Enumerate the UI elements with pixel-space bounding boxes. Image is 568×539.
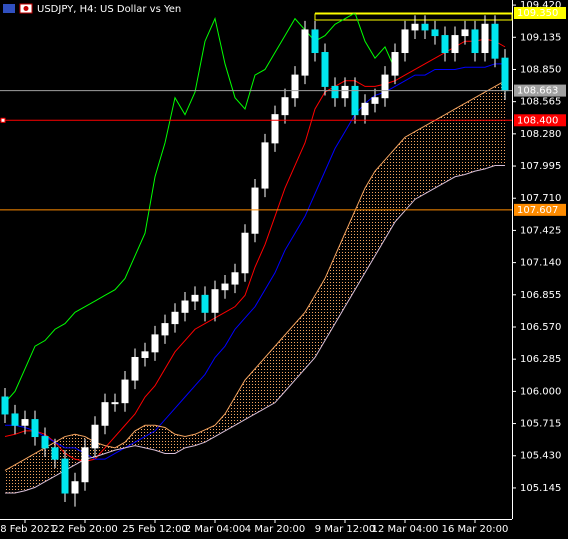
candle-body [271, 114, 279, 144]
y-tick-label: 109.420 [520, 0, 561, 11]
candle-body [211, 289, 219, 313]
candle-body [471, 29, 479, 54]
candle-body [41, 436, 49, 449]
candle-body [141, 351, 149, 358]
candle-body [31, 419, 39, 438]
candle-body [301, 29, 309, 76]
candle-body [311, 29, 319, 54]
candle-body [411, 23, 419, 31]
price-label: 109.350 [517, 8, 558, 19]
x-tick-label: 4 Mar 20:00 [245, 524, 305, 535]
candle-body [321, 52, 329, 87]
candle-body [451, 35, 459, 54]
price-label: 108.663 [517, 86, 558, 97]
candle-body [61, 458, 69, 494]
y-tick-label: 107.140 [520, 258, 561, 269]
candle-body [171, 311, 179, 325]
candle-body [381, 74, 389, 99]
x-tick-label: 16 Mar 20:00 [442, 524, 509, 535]
symbol-icon [3, 3, 33, 14]
price-label: 108.400 [517, 115, 558, 126]
y-tick-label: 109.135 [520, 32, 561, 43]
candle-body [261, 142, 269, 189]
y-tick-label: 105.430 [520, 451, 561, 462]
x-tick-label: 2 Mar 04:00 [185, 524, 245, 535]
candle-body [181, 300, 189, 313]
chart-title: USDJPY, H4: US Dollar vs Yen [37, 4, 181, 15]
candle-body [401, 29, 409, 54]
candle-body [201, 294, 209, 313]
rectangle-object [314, 13, 513, 21]
candle-body [1, 396, 9, 415]
candle-body [291, 74, 299, 99]
x-tick-label: 12 Mar 04:00 [372, 524, 439, 535]
y-tick-label: 108.565 [520, 97, 561, 108]
cloud-fill [5, 80, 505, 494]
y-tick-label: 106.570 [520, 322, 561, 333]
price-label-box [514, 6, 566, 19]
x-tick-label: 25 Feb 12:00 [122, 524, 188, 535]
y-tick-label: 107.425 [520, 225, 561, 236]
candle-body [241, 232, 249, 274]
candle-body [91, 424, 99, 449]
candle-body [11, 413, 19, 426]
y-tick-label: 106.285 [520, 354, 561, 365]
candle-body [371, 97, 379, 104]
y-tick-label: 105.715 [520, 419, 561, 430]
y-tick-label: 107.995 [520, 161, 561, 172]
level-marker [0, 117, 6, 123]
x-tick-label: 18 Feb 2021 [0, 524, 56, 535]
candle-body [351, 85, 359, 116]
y-tick-label: 108.280 [520, 129, 561, 140]
candle-body [501, 57, 509, 92]
indicator-line [4, 80, 506, 471]
price-label-box [514, 84, 566, 97]
candle-body [151, 334, 159, 353]
candle-body [221, 283, 229, 291]
candle-body [131, 356, 139, 381]
price-label: 107.607 [517, 205, 558, 216]
candle-body [461, 29, 469, 37]
candle-body [391, 52, 399, 76]
candle-body [341, 85, 349, 99]
candle-body [21, 419, 29, 426]
candle-body [421, 23, 429, 31]
y-tick-label: 108.850 [520, 64, 561, 75]
candle-body [361, 102, 369, 116]
candle-body [331, 85, 339, 99]
y-tick-label: 106.000 [520, 386, 561, 397]
x-tick-label: 22 Feb 20:00 [52, 524, 118, 535]
candle-body [481, 23, 489, 54]
candle-body [231, 272, 239, 285]
candle-body [51, 447, 59, 460]
y-tick-label: 106.855 [520, 290, 561, 301]
candle-body [111, 402, 119, 405]
candle-body [251, 187, 259, 234]
indicator-line [4, 12, 396, 403]
x-tick-label: 9 Mar 12:00 [315, 524, 375, 535]
candle-body [71, 481, 79, 494]
y-tick-label: 105.145 [520, 483, 561, 494]
candle-body [281, 97, 289, 116]
price-label-box [514, 203, 566, 216]
candle-body [161, 323, 169, 336]
candle-body [81, 447, 89, 483]
candle-body [191, 294, 199, 302]
candle-body [431, 29, 439, 37]
candle-body [441, 35, 449, 54]
candle-body [101, 402, 109, 426]
candle-body [491, 23, 499, 59]
candle-body [121, 379, 129, 404]
price-label-box [514, 114, 566, 127]
y-tick-label: 107.710 [520, 193, 561, 204]
